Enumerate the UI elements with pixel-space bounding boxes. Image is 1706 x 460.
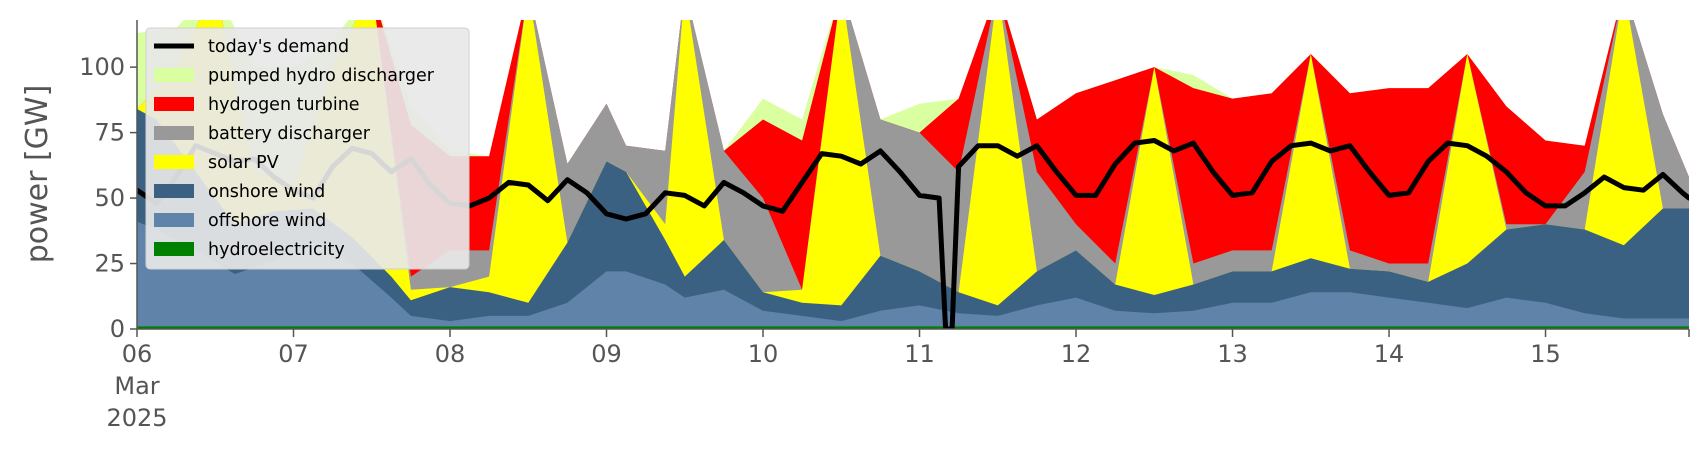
legend-swatch-offshore-wind [154,213,194,227]
legend-swatch-pumped-hydro-discharger [154,68,194,82]
x-tick-label: 12 [1061,340,1092,368]
legend-swatch-battery-discharger [154,126,194,140]
area-solar-pv [137,20,1689,329]
legend-label-hydroelectricity: hydroelectricity [208,240,345,260]
legend-label-pumped-hydro-discharger: pumped hydro discharger [208,66,435,86]
x-tick-label: 10 [748,340,779,368]
y-tick-label: 100 [79,53,125,81]
x-tick-label: 13 [1217,340,1248,368]
legend-label-offshore-wind: offshore wind [208,211,326,231]
legend-label-today-s-demand: today's demand [208,37,349,57]
area-offshore-wind [137,221,1689,329]
area-onshore-wind [137,109,1689,329]
y-tick-label: 0 [110,315,125,343]
y-axis-label: power [GW] [20,85,55,264]
legend-swatch-hydroelectricity [154,242,194,256]
legend-label-hydrogen-turbine: hydrogen turbine [208,95,360,115]
x-tick-label: 14 [1374,340,1405,368]
y-tick-label: 50 [94,184,125,212]
x-tick-sublabel-year: 2025 [106,404,167,432]
legend-label-battery-discharger: battery discharger [208,124,371,144]
x-tick-label: 07 [278,340,309,368]
axes-layer: 0 25 50 75 100 06 Mar 2025 07 08 09 10 11 12 13 14 15 [79,20,1690,432]
y-tick-label: 75 [94,119,125,147]
x-tick-label: 11 [904,340,935,368]
legend-swatch-solar-pv [154,155,194,169]
legend-swatch-onshore-wind [154,184,194,198]
areas-layer [137,20,1689,329]
legend-label-onshore-wind: onshore wind [208,182,325,202]
y-tick-label: 25 [94,250,125,278]
x-tick-label: 06 [122,340,153,368]
x-tick-label: 09 [591,340,622,368]
legend-box [145,27,470,270]
legend-label-solar-pv: solar PV [208,153,279,173]
x-tick-label: 08 [435,340,466,368]
x-tick-sublabel-month: Mar [114,372,159,400]
legend-swatch-hydrogen-turbine [154,97,194,111]
x-tick-label: 15 [1530,340,1561,368]
legend: today's demand pumped hydro discharger hyd… [145,27,470,270]
